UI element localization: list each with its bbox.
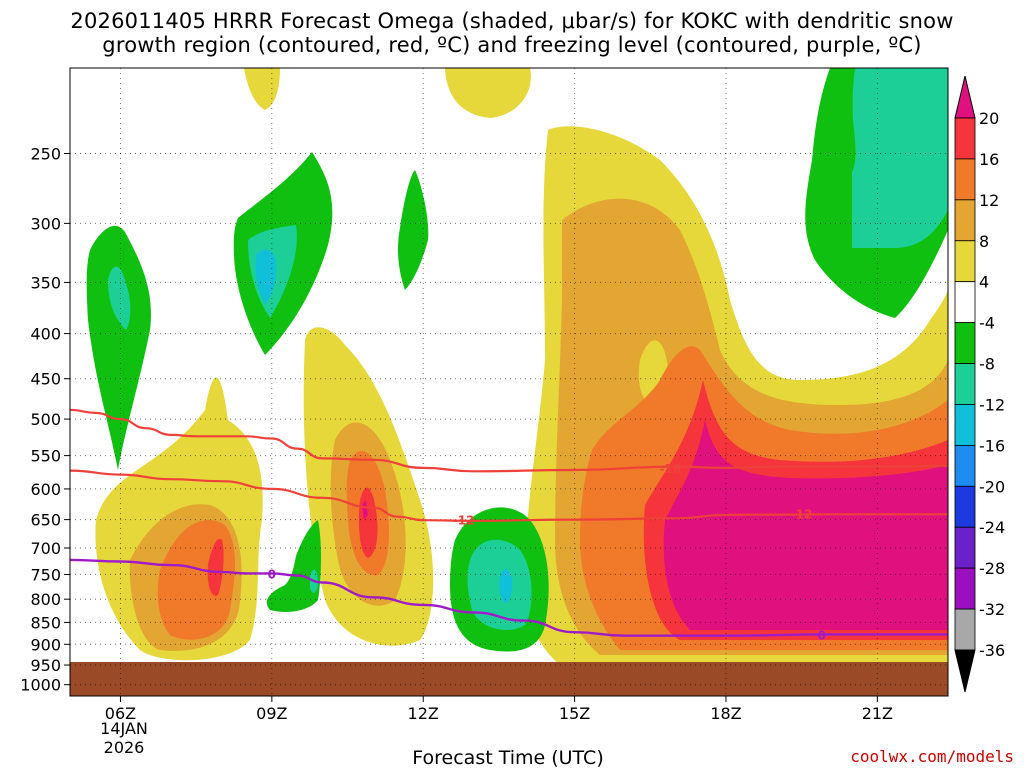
colorbar-label: 20 [979, 109, 999, 128]
colorbar-segment [954, 404, 976, 446]
colorbar-segment [954, 608, 976, 651]
colorbar-segment [954, 485, 976, 528]
x-axis: 06Z 09Z 12Z 15Z 18Z 21Z [105, 696, 893, 723]
colorbar-label: -4 [979, 314, 995, 333]
contour-labels: -18 -12 -12 0 0 [268, 462, 826, 642]
colorbar-label: -28 [979, 559, 1005, 578]
x-date-label-line-1: 14JAN [100, 719, 148, 738]
colorbar-segment [954, 526, 976, 569]
y-tick-label: 900 [30, 635, 61, 654]
colorbar-segment [954, 240, 976, 283]
freezing-level-contour [70, 558, 948, 637]
y-tick-label: 500 [30, 410, 61, 429]
y-tick-label: 450 [30, 370, 61, 389]
colorbar-label: 16 [979, 150, 999, 169]
colorbar-bottom-arrow [954, 649, 976, 693]
y-tick-label: 400 [30, 325, 61, 344]
colorbar-segment [954, 281, 976, 324]
x-tick-label: 15Z [559, 704, 590, 723]
y-tick-label: 700 [30, 539, 61, 558]
descent-region-narrow [397, 170, 429, 290]
x-date-label-line-2: 2026 [104, 738, 145, 757]
y-axis: 250 300 350 400 450 500 550 600 650 700 750 800 850 9… [20, 144, 70, 695]
descent-region-upper-right [805, 68, 948, 318]
x-axis-title: Forecast Time (UTC) [412, 747, 603, 768]
y-tick-label: 650 [30, 511, 61, 530]
colorbar-label: -32 [979, 600, 1005, 619]
x-tick-label: 09Z [256, 704, 287, 723]
colorbar-label: -36 [979, 641, 1005, 660]
colorbar-label: -12 [979, 395, 1005, 414]
colorbar-label: -20 [979, 477, 1005, 496]
y-tick-label: 800 [30, 590, 61, 609]
descent-region-left [86, 225, 151, 470]
chart-title-line-1: 2026011405 HRRR Forecast Omega (shaded, … [70, 9, 954, 33]
colorbar-label: 4 [979, 273, 989, 292]
ascent-region-mid [303, 327, 434, 646]
colorbar-segment [954, 322, 976, 364]
contours-layer [70, 408, 948, 637]
x-tick-label: 06Z [105, 704, 136, 723]
branding-url: coolwx.com/models [850, 747, 1014, 766]
ascent-top-patches [244, 68, 531, 118]
x-tick-label: 18Z [710, 704, 741, 723]
y-tick-label: 850 [30, 613, 61, 632]
colorbar-label: -8 [979, 355, 995, 374]
x-tick-label: 12Z [408, 704, 439, 723]
dgz-lower-label-left: -12 [453, 514, 475, 528]
ascent-region-right [523, 126, 948, 665]
y-tick-label: 750 [30, 565, 61, 584]
colorbar-segment [954, 444, 976, 487]
colorbar-segment [954, 567, 976, 610]
plot-frame [69, 67, 949, 697]
colorbar-segment [954, 199, 976, 242]
colorbar-label: -16 [979, 436, 1005, 455]
omega-shading-layer [86, 68, 948, 665]
colorbar: 20 16 12 8 4 -4 -8 -12 -16 -20 -24 -28 -32 -36 [954, 75, 1005, 693]
y-tick-label: 600 [30, 480, 61, 499]
y-tick-label: 350 [30, 273, 61, 292]
descent-region-lower-mid [450, 507, 549, 652]
descent-region-lower-small [266, 520, 321, 612]
colorbar-segment [954, 117, 976, 160]
x-tick-label: 21Z [862, 704, 893, 723]
y-tick-label: 950 [30, 656, 61, 675]
dgz-lower-label-right: -12 [791, 508, 813, 522]
descent-region-upper-mid [233, 152, 333, 355]
colorbar-segment [954, 363, 976, 405]
y-tick-label: 300 [30, 214, 61, 233]
freezing-label-left: 0 [268, 567, 276, 581]
dgz-upper-contour [70, 408, 948, 473]
y-tick-label: 550 [30, 447, 61, 466]
ascent-region-left [95, 377, 263, 661]
y-tick-label: 250 [30, 144, 61, 163]
colorbar-label: 12 [979, 191, 999, 210]
dgz-lower-contour [70, 469, 948, 522]
dgz-upper-label: -18 [660, 462, 682, 476]
colorbar-segment [954, 158, 976, 201]
freezing-label-right: 0 [818, 628, 826, 642]
colorbar-label: -24 [979, 518, 1005, 537]
chart-title-line-2: growth region (contoured, red, ºC) and f… [102, 33, 922, 57]
colorbar-label: 8 [979, 232, 989, 251]
ground-fill [70, 662, 948, 696]
y-tick-label: 1000 [20, 676, 61, 695]
colorbar-top-arrow [954, 75, 976, 119]
